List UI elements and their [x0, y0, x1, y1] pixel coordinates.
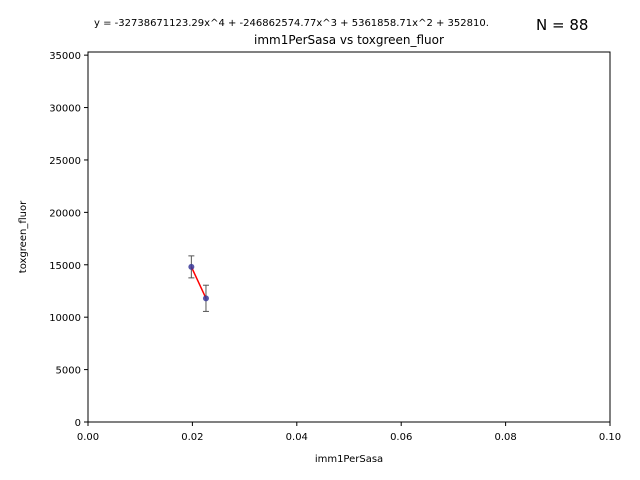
x-tick-label: 0.10 — [599, 432, 621, 443]
x-axis-label: imm1PerSasa — [315, 454, 383, 465]
chart-title: imm1PerSasa vs toxgreen_fluor — [254, 33, 444, 47]
plot-area — [188, 255, 209, 312]
x-tick-label: 0.08 — [494, 432, 516, 443]
sample-count-label: N = 88 — [536, 16, 588, 34]
y-tick-label: 20000 — [49, 208, 81, 219]
y-tick-label: 0 — [75, 418, 81, 429]
fit-equation: y = -32738671123.29x^4 + -246862574.77x^… — [94, 18, 489, 29]
y-tick-label: 5000 — [56, 366, 81, 377]
y-tick-label: 10000 — [49, 313, 81, 324]
y-tick-label: 25000 — [49, 156, 81, 167]
y-tick-label: 35000 — [49, 51, 81, 62]
plot-frame — [87, 51, 611, 423]
data-point — [202, 295, 209, 302]
y-tick-label: 30000 — [49, 104, 81, 115]
y-axis-label: toxgreen_fluor — [18, 200, 29, 273]
x-tick-label: 0.02 — [181, 432, 203, 443]
data-point — [188, 263, 195, 270]
fit-line — [190, 266, 207, 299]
x-tick-label: 0.00 — [77, 432, 99, 443]
y-tick-label: 15000 — [49, 261, 81, 272]
x-tick-label: 0.06 — [390, 432, 412, 443]
x-tick-label: 0.04 — [286, 432, 308, 443]
